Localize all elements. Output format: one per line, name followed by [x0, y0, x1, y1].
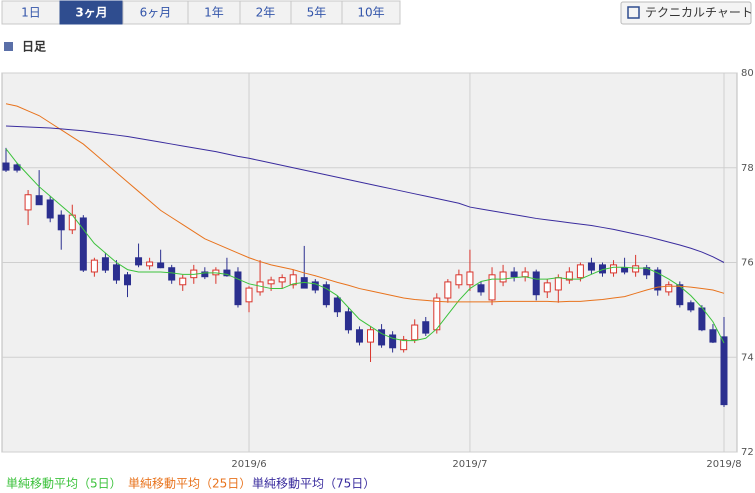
moving-average-line [5, 103, 725, 303]
candle-body [333, 297, 341, 313]
section-title: 日足 [22, 40, 46, 54]
candle-body [322, 284, 330, 306]
candle-body [267, 279, 275, 285]
candle-body [157, 262, 165, 269]
candle-body [477, 284, 485, 293]
candle-body [389, 334, 397, 349]
candle-body [201, 271, 209, 278]
period-tab-label[interactable]: 6ヶ月 [140, 6, 172, 20]
candle-body [355, 329, 363, 343]
candle-body [632, 265, 640, 273]
button-icon [627, 6, 640, 19]
candle-body [2, 162, 10, 171]
candle-body [554, 277, 562, 291]
candle-body [146, 261, 154, 267]
candle-body [112, 264, 120, 281]
candle-body [79, 217, 87, 271]
candle-body [654, 269, 662, 291]
period-tab-label[interactable]: 3ヶ月 [75, 6, 107, 20]
period-tab-label[interactable]: 1日 [21, 6, 41, 20]
candle-body [245, 287, 253, 303]
section-icon [4, 42, 13, 51]
candle-body [422, 321, 430, 334]
candle-body [90, 259, 98, 273]
candle-body [35, 195, 43, 206]
candle-body [278, 277, 286, 283]
candle-body [46, 199, 54, 219]
technical-chart-button[interactable] [620, 1, 752, 25]
candle-body [135, 257, 143, 266]
moving-average-line [5, 148, 725, 344]
moving-average-line [5, 125, 725, 263]
y-tick-label: 74 [741, 352, 754, 363]
candle-body [521, 271, 529, 278]
candle-body [311, 281, 319, 291]
candle-body [455, 274, 463, 286]
candle-body [565, 271, 573, 281]
candle-body [676, 284, 684, 306]
candle-body [499, 271, 507, 283]
period-tab-label[interactable]: 10年 [357, 6, 384, 20]
candle-body [168, 267, 176, 281]
period-tab-label[interactable]: 2年 [256, 6, 276, 20]
period-tab-label[interactable]: 1年 [204, 6, 224, 20]
candle-body [665, 284, 673, 293]
candle-body [720, 336, 728, 406]
candle-body [444, 281, 452, 299]
candle-body [344, 311, 352, 331]
x-tick-label: 2019/7 [452, 459, 487, 470]
candle-body [378, 329, 386, 346]
candle-body [488, 274, 496, 301]
button-label[interactable]: テクニカルチャート [645, 6, 753, 20]
candle-body [24, 194, 32, 211]
candle-body [466, 271, 474, 286]
candle-body [13, 164, 21, 171]
candle-body [543, 282, 551, 293]
candle-body [610, 264, 618, 274]
legend-entry: 単純移動平均（25日） [128, 477, 251, 491]
y-tick-label: 72 [741, 447, 754, 458]
legend-entry: 単純移動平均（75日） [252, 477, 375, 491]
candle-body [576, 264, 584, 279]
candle-body [709, 329, 717, 343]
x-tick-label: 2019/8 [706, 459, 741, 470]
candle-body [234, 271, 242, 306]
candle-body [57, 214, 65, 231]
candle-body [101, 257, 109, 271]
candle-body [289, 274, 297, 286]
period-tab[interactable] [341, 0, 401, 25]
y-tick-label: 78 [741, 163, 754, 174]
period-tab-label[interactable]: 5年 [307, 6, 327, 20]
y-tick-label: 76 [741, 258, 754, 269]
candle-body [621, 267, 629, 273]
candle-body [433, 297, 441, 331]
candle-body [411, 324, 419, 341]
candle-body [179, 277, 187, 286]
candle-body [532, 271, 540, 296]
candle-body [367, 329, 375, 343]
candle-body [687, 302, 695, 311]
candle-body [510, 271, 518, 278]
x-tick-label: 2019/6 [231, 459, 266, 470]
y-tick-label: 80 [741, 68, 754, 79]
legend-entry: 単純移動平均（5日） [6, 477, 122, 491]
candle-body [698, 307, 706, 331]
candle-body [587, 262, 595, 271]
candle-body [223, 269, 231, 277]
candle-body [400, 339, 408, 351]
candle-body [124, 274, 132, 286]
